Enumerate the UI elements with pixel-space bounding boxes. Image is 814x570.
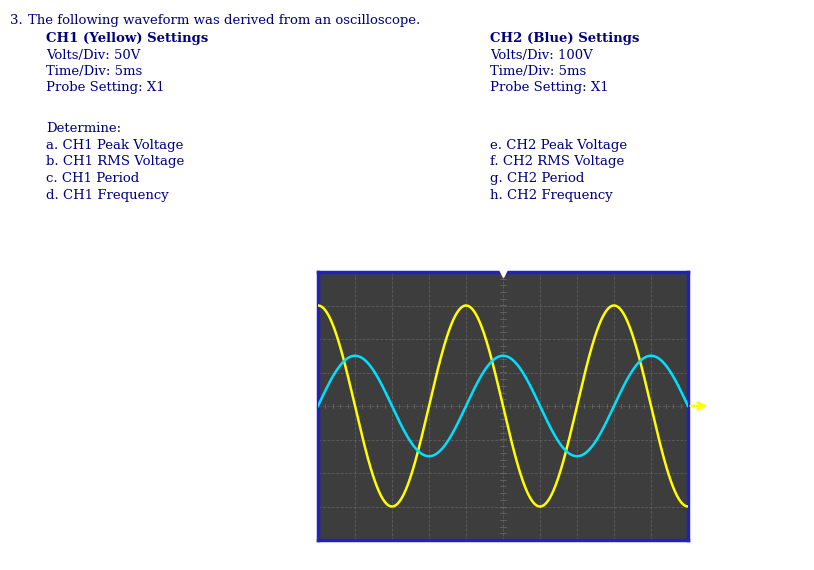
- Text: Volts/Div: 50V: Volts/Div: 50V: [46, 48, 140, 62]
- Text: CH2 (Blue) Settings: CH2 (Blue) Settings: [490, 32, 639, 45]
- Text: e. CH2 Peak Voltage: e. CH2 Peak Voltage: [490, 139, 627, 152]
- Text: Probe Setting: X1: Probe Setting: X1: [46, 82, 164, 95]
- Text: d. CH1 Frequency: d. CH1 Frequency: [46, 189, 168, 202]
- Text: Determine:: Determine:: [46, 123, 121, 136]
- Text: a. CH1 Peak Voltage: a. CH1 Peak Voltage: [46, 139, 183, 152]
- Text: b. CH1 RMS Voltage: b. CH1 RMS Voltage: [46, 156, 184, 169]
- Text: Time/Div: 5ms: Time/Div: 5ms: [46, 65, 142, 78]
- Text: f. CH2 RMS Voltage: f. CH2 RMS Voltage: [490, 156, 624, 169]
- Text: CH1 (Yellow) Settings: CH1 (Yellow) Settings: [46, 32, 208, 45]
- Text: g. CH2 Period: g. CH2 Period: [490, 172, 584, 185]
- Text: Probe Setting: X1: Probe Setting: X1: [490, 82, 609, 95]
- Text: Time/Div: 5ms: Time/Div: 5ms: [490, 65, 586, 78]
- Text: h. CH2 Frequency: h. CH2 Frequency: [490, 189, 613, 202]
- Text: c. CH1 Period: c. CH1 Period: [46, 172, 139, 185]
- Text: Volts/Div: 100V: Volts/Div: 100V: [490, 48, 593, 62]
- Text: 3.: 3.: [10, 14, 23, 27]
- Text: The following waveform was derived from an oscilloscope.: The following waveform was derived from …: [28, 14, 420, 27]
